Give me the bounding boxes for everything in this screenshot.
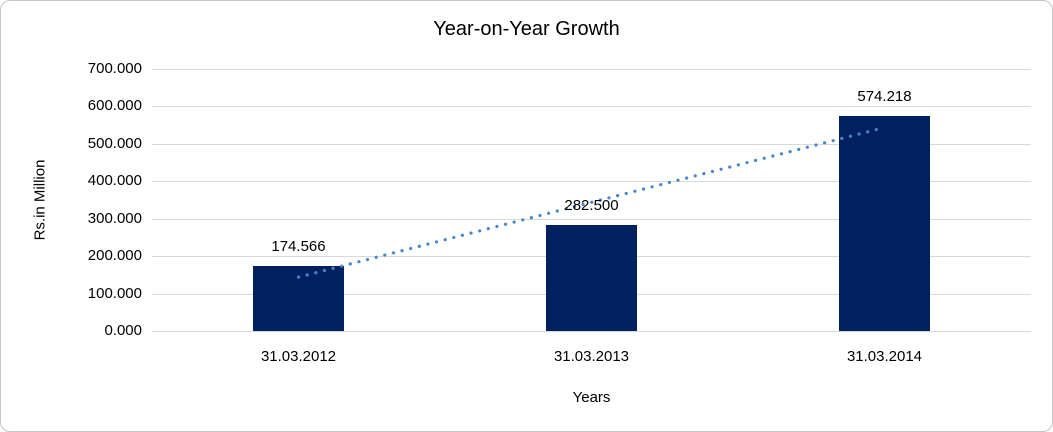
y-tick-label: 100.000	[87, 284, 142, 302]
x-tick-label: 31.03.2014	[846, 348, 923, 365]
y-gridline	[152, 69, 1031, 70]
data-label: 574.218	[857, 88, 912, 106]
y-tick-label: 600.000	[87, 97, 142, 115]
y-tick-label: 200.000	[87, 247, 142, 265]
x-tick-label: 31.03.2012	[260, 348, 337, 365]
bar	[546, 225, 637, 331]
x-tick-label: 31.03.2013	[553, 348, 630, 365]
bar	[839, 116, 930, 331]
y-tick-label: 0.000	[104, 322, 142, 339]
y-gridline	[152, 106, 1031, 108]
bar	[253, 265, 344, 331]
y-tick-label: 400.000	[87, 172, 142, 190]
chart-title: Year-on-Year Growth	[433, 18, 620, 40]
data-label: 174.566	[271, 237, 326, 255]
data-label: 282.500	[564, 197, 619, 215]
x-axis-title: Years	[572, 389, 611, 406]
y-tick-label: 500.000	[87, 134, 142, 152]
y-tick-label: 700.000	[87, 60, 142, 77]
y-tick-label: 300.000	[87, 209, 142, 227]
y-gridline	[152, 331, 1031, 332]
